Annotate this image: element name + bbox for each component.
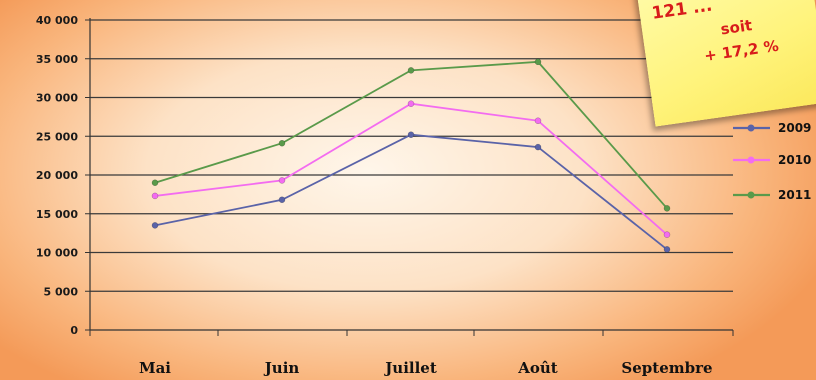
legend-entry: 2011	[733, 188, 811, 202]
y-tick-label: 35 000	[36, 53, 78, 66]
legend-label: 2009	[778, 121, 811, 135]
y-tick-label: 25 000	[36, 130, 78, 143]
data-point	[534, 58, 542, 66]
legend-swatch-marker	[747, 124, 755, 132]
x-category-labels: Mai Juin Juillet Août Septembre	[139, 359, 713, 377]
annotation-soit: soit	[719, 16, 754, 39]
y-tick-label: 30 000	[36, 92, 78, 105]
series-2010	[151, 100, 671, 238]
y-tick-label: 40 000	[36, 14, 78, 27]
x-category-label: Juin	[263, 359, 300, 377]
data-point	[534, 117, 542, 124]
data-point	[151, 192, 159, 200]
x-category-label: Juillet	[383, 359, 437, 377]
series-2009	[151, 131, 671, 253]
y-tick-label: 15 000	[36, 208, 78, 221]
data-point	[407, 131, 415, 138]
series-2011	[151, 58, 671, 212]
axes	[89, 18, 734, 336]
data-point	[278, 177, 286, 184]
legend-entry: 2010	[733, 153, 811, 167]
legend-swatch-marker	[747, 156, 755, 164]
legend-swatch-marker	[747, 191, 755, 199]
annotation-total: 121 ...	[650, 0, 714, 24]
x-category-label: Août	[517, 359, 558, 377]
annotation-sticky-note: 121 ... soit + 17,2 %	[636, 0, 816, 127]
series-lines	[151, 58, 671, 253]
data-point	[663, 231, 671, 238]
legend-label: 2011	[778, 188, 811, 202]
data-point	[151, 222, 159, 229]
series-line	[154, 102, 668, 236]
y-tick-labels: 0 5 000 10 000 15 000 20 000 25 000 30 000 35 0…	[36, 14, 78, 337]
data-point	[663, 246, 671, 253]
legend-entry: 2009	[733, 121, 811, 135]
y-tick-label: 0	[70, 324, 78, 337]
legend-label: 2010	[778, 153, 811, 167]
data-point	[278, 196, 286, 204]
y-tick-label: 10 000	[36, 247, 78, 260]
data-point	[663, 205, 671, 212]
data-point	[278, 139, 286, 147]
data-point	[407, 100, 415, 107]
y-tick-label: 5 000	[44, 285, 79, 298]
data-point	[151, 179, 159, 186]
x-category-label: Septembre	[621, 359, 712, 377]
x-category-label: Mai	[139, 359, 171, 377]
data-point	[534, 143, 542, 151]
data-point	[407, 67, 415, 74]
annotation-percent: + 17,2 %	[703, 36, 780, 65]
series-line	[154, 133, 668, 251]
gridlines	[85, 19, 733, 331]
y-tick-label: 20 000	[36, 169, 78, 182]
legend: 2009 2010 2011	[733, 121, 811, 202]
